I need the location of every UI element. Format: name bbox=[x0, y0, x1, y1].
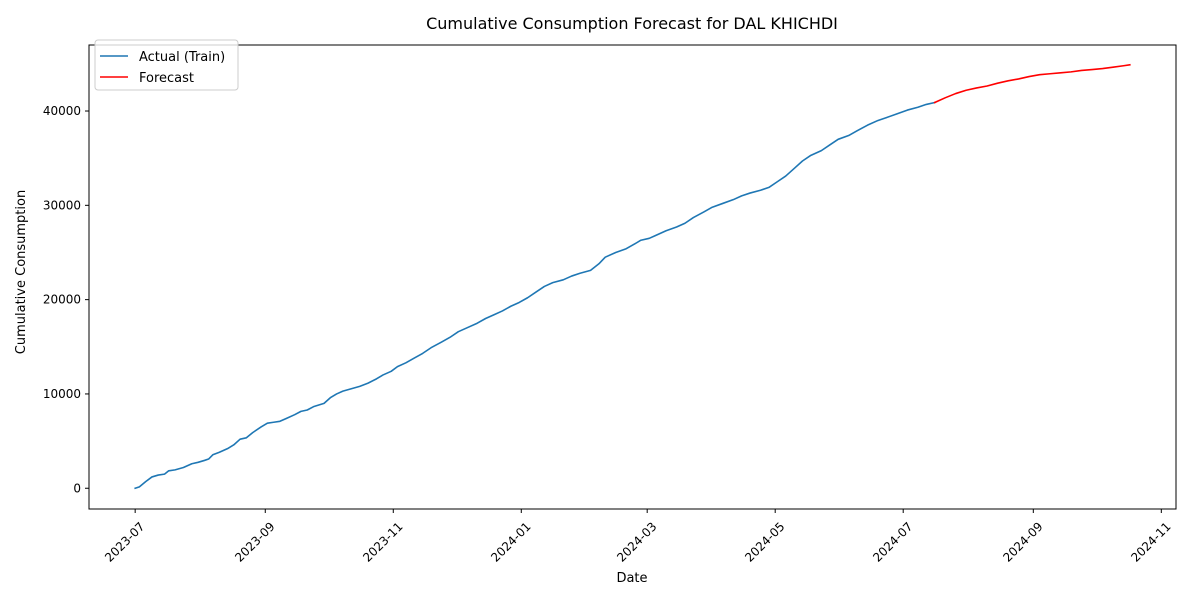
series-line-actual-train bbox=[134, 101, 936, 490]
x-axis-label: Date bbox=[616, 571, 647, 586]
y-tick-label: 20000 bbox=[43, 293, 81, 307]
x-tick-label: 2024-11 bbox=[1128, 519, 1173, 564]
x-tick-label: 2023-09 bbox=[232, 519, 277, 564]
legend-label-actual: Actual (Train) bbox=[139, 50, 225, 65]
plot-frame bbox=[88, 44, 1177, 510]
x-tick-label: 2024-01 bbox=[488, 519, 533, 564]
y-tick-label: 40000 bbox=[43, 104, 81, 118]
series-line-forecast bbox=[933, 63, 1131, 104]
x-tick-label: 2023-07 bbox=[102, 519, 147, 564]
y-tick-label: 10000 bbox=[43, 387, 81, 401]
y-tick-label: 30000 bbox=[43, 198, 81, 212]
x-tick-label: 2023-11 bbox=[360, 519, 405, 564]
legend-label-forecast: Forecast bbox=[139, 71, 194, 86]
x-tick-label: 2024-03 bbox=[614, 519, 659, 564]
x-tick-label: 2024-07 bbox=[870, 519, 915, 564]
y-axis-label: Cumulative Consumption bbox=[14, 190, 29, 354]
plot-lines bbox=[134, 63, 1131, 490]
y-tick-label: 0 bbox=[73, 481, 81, 495]
y-axis: 0 10000 20000 30000 40000 bbox=[43, 104, 89, 495]
legend: Actual (Train) Forecast bbox=[94, 39, 239, 91]
legend-box bbox=[94, 39, 239, 91]
x-tick-label: 2024-05 bbox=[742, 519, 787, 564]
chart-title: Cumulative Consumption Forecast for DAL … bbox=[426, 14, 838, 33]
x-axis: 2023-07 2023-09 2023-11 2024-01 2024-03 2024-… bbox=[102, 509, 1174, 565]
x-tick-label: 2024-09 bbox=[1000, 519, 1045, 564]
